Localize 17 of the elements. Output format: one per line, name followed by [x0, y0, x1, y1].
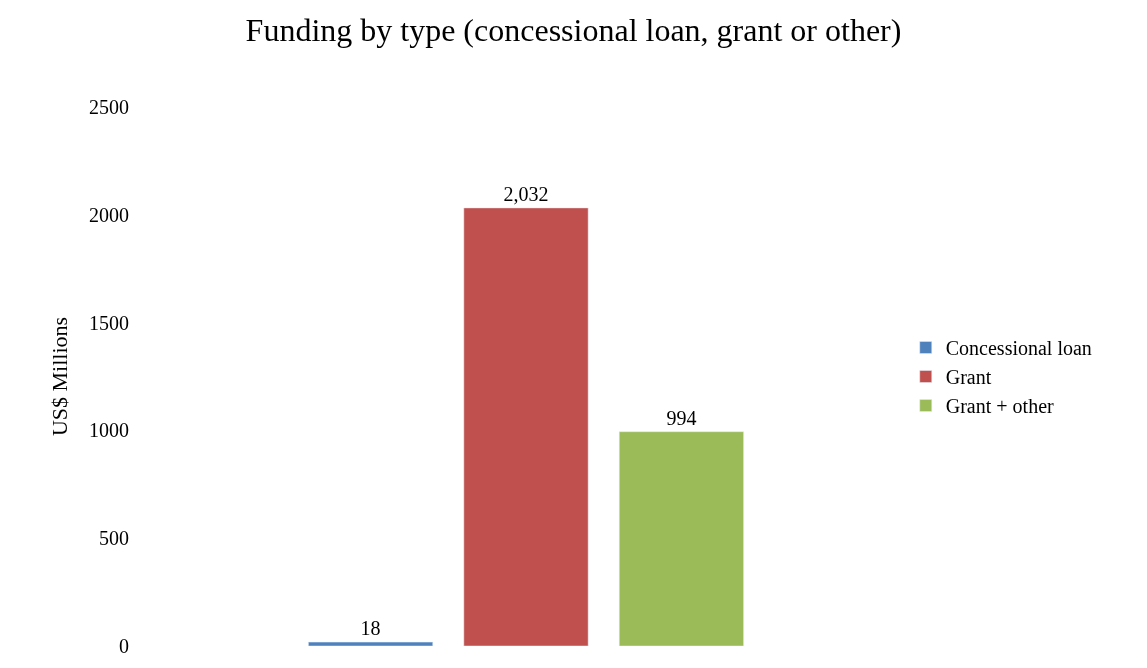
- bar: [308, 641, 433, 646]
- legend-label: Grant: [945, 366, 992, 389]
- data-label: 994: [666, 406, 697, 429]
- y-tick-label: 1500: [89, 311, 129, 334]
- bar: [463, 207, 589, 646]
- chart-title: Funding by type (concessional loan, grant or other): [245, 12, 902, 49]
- legend-label: Grant + other: [945, 395, 1055, 418]
- y-tick-label: 0: [119, 635, 129, 657]
- data-label: 18: [360, 617, 381, 640]
- data-label: 2,032: [503, 182, 549, 205]
- legend-label: Concessional loan: [945, 337, 1092, 360]
- y-tick-label: 2500: [89, 96, 129, 118]
- y-axis-title: US$ Millions: [46, 316, 72, 437]
- bar: [619, 431, 744, 646]
- y-tick-label: 500: [99, 527, 129, 550]
- y-tick-label: 1000: [89, 419, 129, 442]
- y-tick-label: 2000: [89, 203, 129, 226]
